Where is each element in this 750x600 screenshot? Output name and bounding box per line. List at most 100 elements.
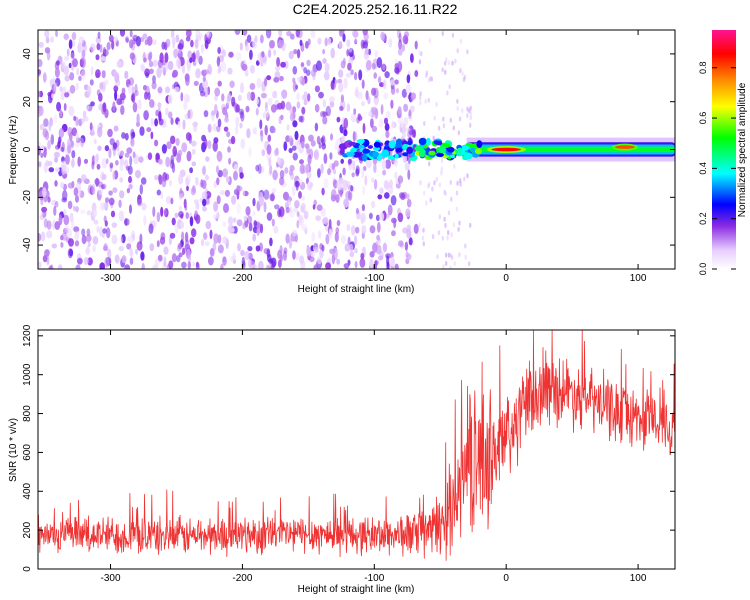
heatmap-cell xyxy=(395,148,403,153)
heatmap-cell xyxy=(263,248,270,255)
heatmap-cell xyxy=(384,180,390,190)
heatmap-cell xyxy=(394,79,399,85)
heatmap-cell xyxy=(226,131,231,138)
heatmap-cell xyxy=(320,207,326,217)
heatmap-cell xyxy=(230,135,236,145)
heatmap-cell xyxy=(201,179,207,190)
heatmap-cell xyxy=(362,153,368,162)
heatmap-cell xyxy=(126,243,132,250)
heatmap-cell xyxy=(102,183,107,190)
heatmap-cell xyxy=(361,167,365,179)
heatmap-cell xyxy=(269,193,275,202)
heatmap-cell xyxy=(89,79,94,86)
heatmap-cell xyxy=(310,140,316,147)
heatmap-cell xyxy=(249,83,256,90)
heatmap-cell xyxy=(373,141,381,148)
heatmap-cell xyxy=(55,30,58,37)
heatmap-cell xyxy=(306,171,312,179)
heatmap-cell xyxy=(268,170,272,177)
heatmap-cell xyxy=(246,215,253,224)
heatmap-cell xyxy=(361,204,365,212)
heatmap-cell xyxy=(151,81,157,90)
heatmap-cell xyxy=(249,65,255,74)
heatmap-cell xyxy=(349,251,355,258)
heatmap-cell xyxy=(217,47,221,54)
heatmap-cell xyxy=(50,36,54,43)
heatmap-cell xyxy=(341,135,346,144)
heatmap-cell xyxy=(213,214,218,220)
heatmap-cell xyxy=(462,76,466,82)
heatmap-cell xyxy=(279,75,284,82)
heatmap-cell xyxy=(384,123,390,132)
heatmap-cell xyxy=(407,130,413,139)
heatmap-cell xyxy=(396,30,401,39)
heatmap-cell xyxy=(41,206,48,213)
heatmap-cell xyxy=(323,153,328,165)
heatmap-cell xyxy=(437,125,441,131)
heatmap-cell xyxy=(352,160,356,171)
heatmap-cell xyxy=(121,255,127,264)
heatmap-cell xyxy=(397,48,403,56)
heatmap-cell xyxy=(143,215,147,226)
heatmap-cell xyxy=(68,39,73,50)
heatmap-cell xyxy=(38,69,42,75)
heatmap-cell xyxy=(195,68,201,79)
heatmap-cell xyxy=(240,112,245,122)
heatmap-cell xyxy=(126,147,133,154)
heatmap-cell xyxy=(392,159,398,165)
heatmap-cell xyxy=(289,112,296,122)
heatmap-cell xyxy=(321,142,327,150)
heatmap-cell xyxy=(316,60,322,71)
heatmap-cell xyxy=(139,36,145,43)
heatmap-cell xyxy=(170,30,175,39)
heatmap-cell xyxy=(402,132,407,138)
heatmap-cell xyxy=(313,149,320,161)
heatmap-cell xyxy=(158,174,163,185)
heatmap-cell xyxy=(93,138,97,145)
heatmap-cell xyxy=(374,50,379,58)
heatmap-cell xyxy=(157,254,163,262)
heatmap-cell xyxy=(441,67,444,73)
heatmap-cell xyxy=(71,150,76,159)
heatmap-cell xyxy=(125,165,130,171)
heatmap-cell xyxy=(296,92,300,101)
heatmap-cell xyxy=(118,199,122,208)
heatmap-cell xyxy=(414,146,424,152)
heatmap-cell xyxy=(169,179,172,187)
heatmap-cell xyxy=(264,124,268,136)
heatmap-cell xyxy=(42,187,47,198)
heatmap-cell xyxy=(136,241,143,251)
heatmap-cell xyxy=(402,227,408,234)
heatmap-cell xyxy=(337,78,343,84)
heatmap-cell xyxy=(454,58,457,64)
heatmap-cell xyxy=(329,152,333,160)
y-tick-label: 1200 xyxy=(22,324,33,347)
heatmap-cell xyxy=(350,185,354,192)
heatmap-cell xyxy=(170,135,176,145)
heatmap-cell xyxy=(72,205,76,212)
heatmap-cell xyxy=(365,59,372,71)
heatmap-cell xyxy=(391,120,395,129)
heatmap-cell xyxy=(327,168,331,176)
heatmap-cell xyxy=(300,202,306,213)
heatmap-cell xyxy=(198,55,203,65)
x-tick-label: -100 xyxy=(364,273,384,284)
heatmap-cell xyxy=(75,195,79,203)
heatmap-cell xyxy=(288,135,293,142)
heatmap-cell xyxy=(445,57,448,63)
heatmap-cell xyxy=(184,73,190,82)
heatmap-cell xyxy=(104,79,109,86)
heatmap-cell xyxy=(405,251,409,258)
heatmap-cell xyxy=(51,243,57,249)
heatmap-cell xyxy=(297,76,302,82)
heatmap-cell xyxy=(126,188,131,194)
heatmap-cell xyxy=(142,84,148,91)
heatmap-cell xyxy=(82,110,87,119)
heatmap-cell xyxy=(256,77,262,89)
heatmap-cell xyxy=(267,98,273,106)
heatmap-cell xyxy=(100,56,107,62)
heatmap-cell xyxy=(74,240,80,247)
heatmap-cell xyxy=(143,110,149,121)
x-tick-label: 0 xyxy=(503,273,509,284)
heatmap-cell xyxy=(259,223,264,234)
